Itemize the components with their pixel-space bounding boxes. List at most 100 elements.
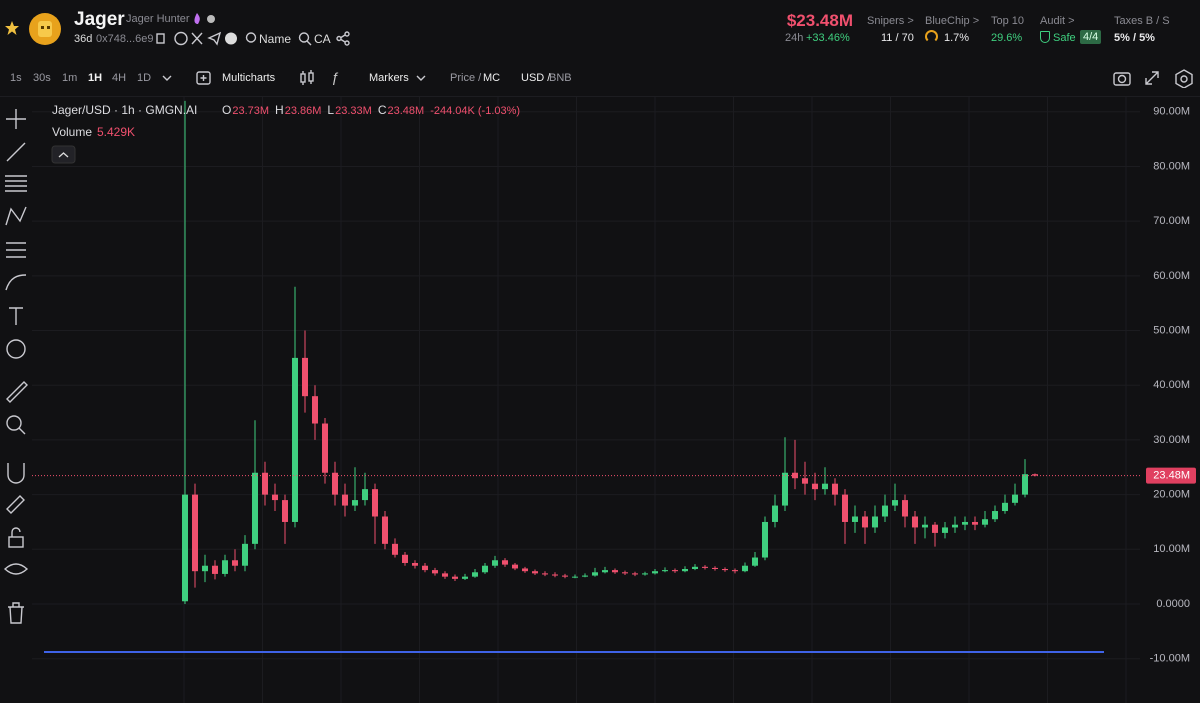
delete-tool[interactable] <box>8 602 24 624</box>
zoom-tool[interactable] <box>6 415 22 431</box>
candle-body <box>652 571 658 574</box>
candle-body <box>212 565 218 574</box>
candle-type-icon[interactable] <box>298 70 316 86</box>
stat-label[interactable]: Taxes B / S <box>1114 15 1170 27</box>
interval-button[interactable]: 30s <box>33 72 51 84</box>
magnet-tool[interactable] <box>7 463 25 484</box>
usd-toggle[interactable]: USD / <box>521 72 551 84</box>
candle-body <box>902 500 908 517</box>
text-tool[interactable] <box>9 307 23 325</box>
candle-body <box>842 494 848 522</box>
market-cap: $23.48M <box>786 11 853 30</box>
stat-label[interactable]: Snipers > <box>867 15 914 27</box>
share-icon[interactable] <box>336 31 350 46</box>
interval-button[interactable]: 4H <box>112 72 127 84</box>
candle-body <box>642 573 648 575</box>
interval-dropdown[interactable] <box>161 73 173 83</box>
candle-body <box>732 570 738 572</box>
x-icon[interactable] <box>191 32 203 45</box>
token-name: Jager <box>74 9 125 30</box>
website-icon[interactable] <box>174 31 188 46</box>
last-price-label: 23.48M <box>1153 469 1190 481</box>
search-name-button[interactable]: Name <box>259 32 292 46</box>
y-tick-label: 30.00M <box>1153 434 1190 446</box>
price-toggle[interactable]: Price / <box>450 72 482 84</box>
telegram-icon[interactable] <box>207 31 222 46</box>
candle-body <box>692 566 698 570</box>
candle-body <box>882 505 888 517</box>
candle-body <box>602 570 608 573</box>
candle-body <box>872 516 878 528</box>
screenshot-icon[interactable] <box>1113 72 1131 86</box>
bnb-icon[interactable] <box>225 32 237 45</box>
candle-body <box>702 566 708 568</box>
multicharts-button[interactable]: Multicharts <box>222 72 276 84</box>
fullscreen-icon[interactable] <box>1145 71 1159 85</box>
favorite-star[interactable] <box>5 21 19 35</box>
crosshair-tool[interactable] <box>6 109 26 129</box>
y-tick-label: 50.00M <box>1153 324 1190 336</box>
volume-label: Volume <box>52 125 92 139</box>
candle-body <box>272 494 278 501</box>
candle-body <box>922 524 928 528</box>
candle-body <box>472 572 478 577</box>
copy-icon[interactable] <box>156 33 165 44</box>
candle-body <box>222 560 228 574</box>
projection-tool[interactable] <box>6 242 26 258</box>
interval-button[interactable]: 1m <box>62 72 78 84</box>
lock-tool[interactable] <box>8 536 24 548</box>
token-avatar <box>29 13 61 45</box>
mc-toggle[interactable]: MC <box>483 72 501 84</box>
header: Jager Jager Hunter 36d 0x748...6e9 Name … <box>0 0 1200 58</box>
stat-label[interactable]: Audit > <box>1040 15 1075 27</box>
candle-body <box>852 516 858 522</box>
candle-body <box>532 571 538 574</box>
ruler-tool[interactable] <box>6 381 28 403</box>
collapse-legend-button[interactable] <box>51 145 76 164</box>
stat-value: 5% / 5% <box>1114 32 1155 44</box>
interval-button[interactable]: 1H <box>88 72 103 84</box>
trendline-tool[interactable] <box>6 142 26 162</box>
hide-tool[interactable] <box>3 563 29 575</box>
markers-dropdown[interactable] <box>415 73 427 83</box>
candle-body <box>992 511 998 520</box>
search-ca-icon[interactable] <box>298 31 312 46</box>
bnb-toggle[interactable]: BNB <box>549 72 572 84</box>
ohlc-legend: O 23.73M H 23.86M L 23.33M C 23.48M -244.04K (-1… <box>222 103 520 117</box>
brush-tool[interactable] <box>5 274 27 291</box>
candle-body <box>982 519 988 525</box>
markers-button[interactable]: Markers <box>369 72 409 84</box>
candle-body <box>542 573 548 575</box>
token-address[interactable]: 0x748...6e9 <box>96 33 154 45</box>
settings-icon[interactable] <box>1175 69 1193 88</box>
interval-button[interactable]: 1s <box>10 72 22 84</box>
y-axis: 90.00M 80.00M 70.00M 60.00M 50.00M 40.00M 30.0… <box>1146 106 1196 665</box>
candle-body <box>1032 474 1038 476</box>
multicharts-icon[interactable] <box>196 70 212 86</box>
search-name-icon[interactable] <box>245 32 257 43</box>
y-tick-label: 70.00M <box>1153 215 1190 227</box>
pattern-tool[interactable] <box>5 206 27 226</box>
candle-body <box>582 575 588 577</box>
y-tick-label: 10.00M <box>1153 543 1190 555</box>
candle-body <box>442 573 448 577</box>
search-ca-button[interactable]: CA <box>314 32 331 46</box>
interval-button[interactable]: 1D <box>137 72 152 84</box>
stat-label[interactable]: Top 10 <box>991 15 1025 27</box>
token-subtitle: Jager Hunter <box>126 13 190 25</box>
stat-value: 29.6% <box>991 32 1023 44</box>
y-tick-label: 60.00M <box>1153 270 1190 282</box>
candle-body <box>392 543 398 555</box>
candle-body <box>972 521 978 525</box>
stat-label[interactable]: BlueChip > <box>925 15 980 27</box>
ohlc-key: L <box>327 103 334 117</box>
stat-value: 11 / 70 <box>881 32 914 44</box>
candle-body <box>942 527 948 533</box>
candle-body <box>352 500 358 506</box>
candle-body <box>552 574 558 576</box>
lock-drawing-tool[interactable] <box>6 495 25 514</box>
indicators-icon[interactable]: ƒ <box>331 69 339 85</box>
emoji-tool[interactable] <box>6 339 26 359</box>
candle-body <box>512 564 518 569</box>
fib-tool[interactable] <box>5 175 27 192</box>
